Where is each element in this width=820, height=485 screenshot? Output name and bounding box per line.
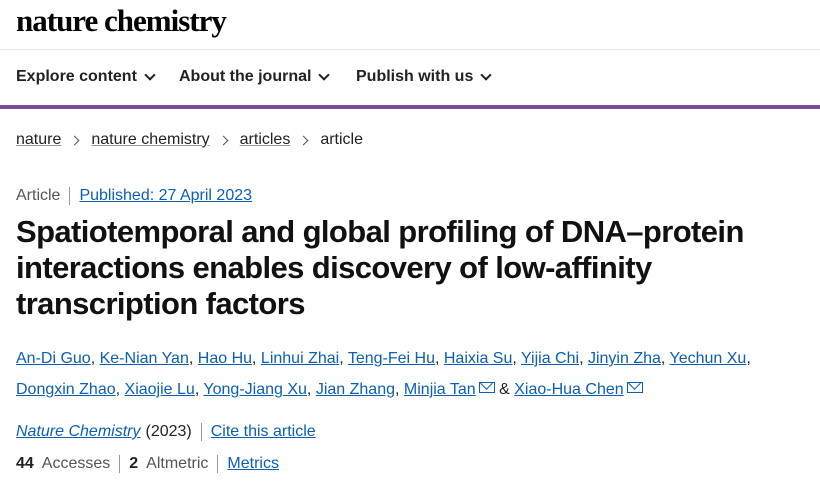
author-link[interactable]: Dongxin Zhao <box>16 381 116 398</box>
article-meta: Article Published: 27 April 2023 <box>16 187 252 205</box>
chevron-right-icon <box>298 135 309 145</box>
journal-link[interactable]: Nature Chemistry <box>16 423 141 440</box>
mail-icon[interactable] <box>478 382 495 393</box>
altmetric-label: Altmetric <box>146 455 209 472</box>
site-logo[interactable]: nature chemistry <box>16 3 227 38</box>
meta-divider <box>217 455 219 473</box>
chevron-down-icon <box>144 68 156 81</box>
author-link[interactable]: An-Di Guo <box>16 350 91 367</box>
author-link[interactable]: Yong-Jiang Xu <box>203 381 307 398</box>
article-title: Spatiotemporal and global profiling of D… <box>16 214 744 321</box>
nav-accent-bar <box>0 105 820 109</box>
meta-divider <box>200 423 202 441</box>
publication-year: (2023) <box>145 423 192 440</box>
author-link[interactable]: Jinyin Zha <box>587 350 661 367</box>
journal-citation: Nature Chemistry (2023) Cite this articl… <box>16 423 316 441</box>
accesses-label: Accesses <box>41 455 111 472</box>
author-list: An-Di Guo, Ke-Nian Yan, Hao Hu, Linhui Z… <box>16 350 751 398</box>
nav-about-journal[interactable]: About the journal <box>179 68 331 86</box>
nav-item-label: Explore content <box>16 68 137 85</box>
meta-divider <box>69 187 71 205</box>
author-link[interactable]: Teng-Fei Hu <box>347 350 435 367</box>
accesses-count: 44 <box>16 455 34 472</box>
cite-article-link[interactable]: Cite this article <box>210 423 316 440</box>
altmetric-count: 2 <box>129 455 139 472</box>
nav-item-label: About the journal <box>179 68 312 85</box>
mail-icon[interactable] <box>626 382 643 393</box>
article-type: Article <box>16 187 61 204</box>
author-link[interactable]: Haixia Su <box>443 350 513 367</box>
author-link[interactable]: Ke-Nian Yan <box>99 350 189 367</box>
breadcrumb: nature nature chemistry articles article <box>16 131 363 149</box>
author-link[interactable]: Linhui Zhai <box>260 350 340 367</box>
author-link[interactable]: Jian Zhang <box>315 381 395 398</box>
author-link[interactable]: Yechun Xu <box>669 350 747 367</box>
nav-item-label: Publish with us <box>356 68 474 85</box>
author-link[interactable]: Yijia Chi <box>520 350 580 367</box>
chevron-right-icon <box>218 135 229 145</box>
article-metrics: 44 Accesses 2 Altmetric Metrics <box>16 455 279 473</box>
published-date-link[interactable]: Published: 27 April 2023 <box>79 187 253 204</box>
chevron-down-icon <box>480 68 493 81</box>
author-conjunction: & <box>499 381 510 398</box>
author-link[interactable]: Minjia Tan <box>403 381 476 398</box>
breadcrumb-articles[interactable]: articles <box>239 131 291 148</box>
meta-divider <box>119 455 121 473</box>
nav-publish-with-us[interactable]: Publish with us <box>356 68 493 86</box>
chevron-right-icon <box>69 135 80 145</box>
author-link[interactable]: Hao Hu <box>197 350 253 367</box>
main-nav: Explore content About the journal Publis… <box>0 50 820 105</box>
nav-explore-content[interactable]: Explore content <box>16 68 156 86</box>
breadcrumb-current: article <box>320 131 364 148</box>
breadcrumb-nature[interactable]: nature <box>16 131 62 148</box>
site-header: nature chemistry <box>0 0 820 50</box>
chevron-down-icon <box>318 68 331 81</box>
breadcrumb-nature-chemistry[interactable]: nature chemistry <box>91 131 210 148</box>
metrics-link[interactable]: Metrics <box>227 455 279 472</box>
author-link[interactable]: Xiaojie Lu <box>124 381 195 398</box>
author-link[interactable]: Xiao-Hua Chen <box>514 381 624 398</box>
